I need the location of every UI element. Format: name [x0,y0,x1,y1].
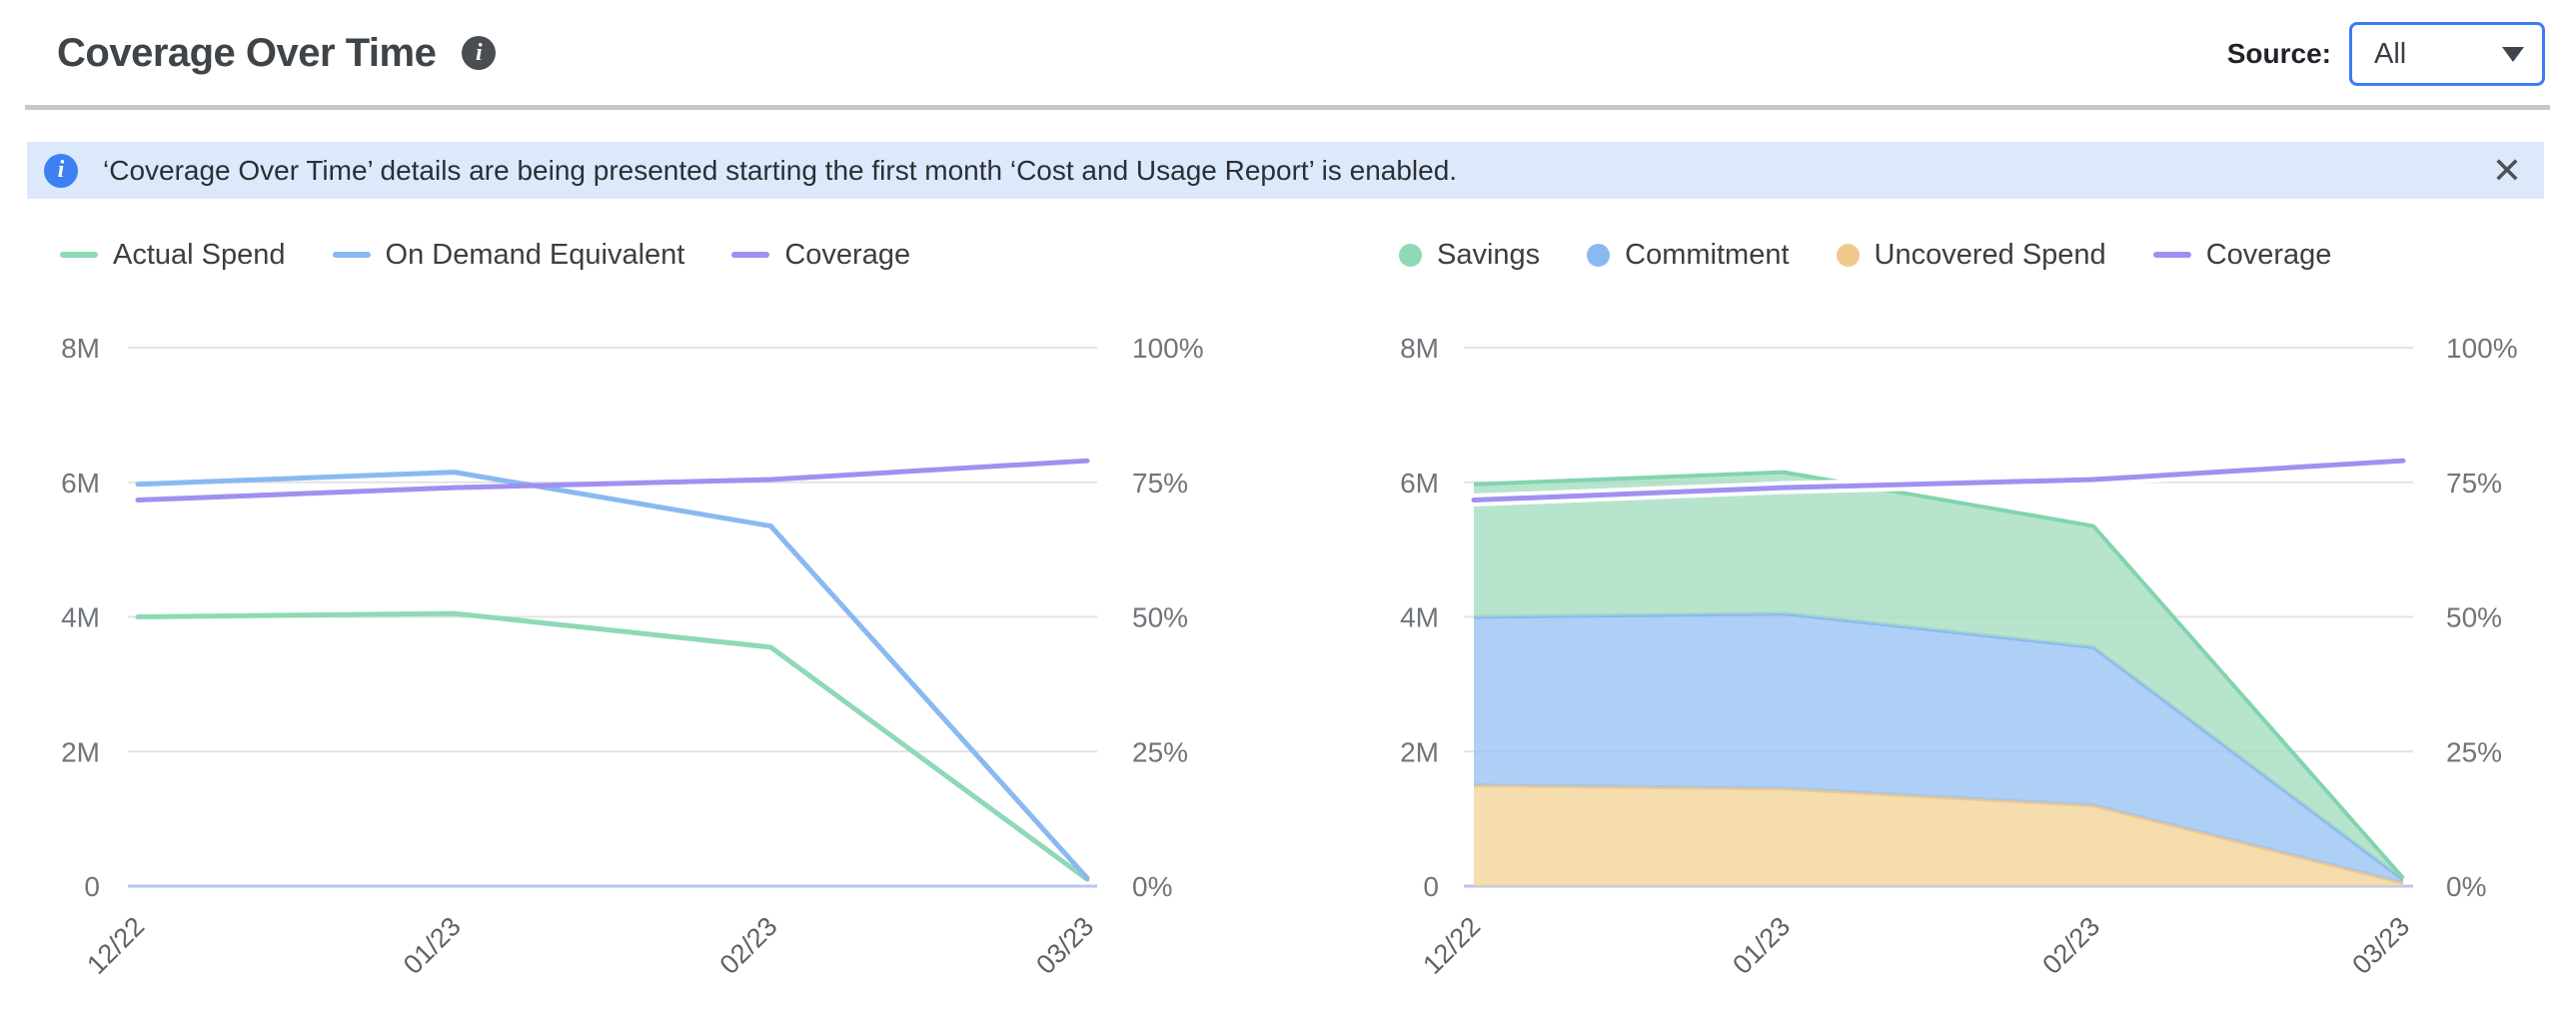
area-savings [1474,472,2403,880]
y-axis-tick-label: 8M [61,333,100,364]
info-banner: i ‘Coverage Over Time’ details are being… [27,142,2544,199]
dot-marker-icon [1399,243,1422,267]
legend-item-savings[interactable]: Savings [1399,239,1540,272]
legend-label: On Demand Equivalent [385,238,685,271]
y-axis-tick-label: 0 [1423,871,1439,902]
y-axis-tick-label: 2M [1400,736,1439,767]
series-line-coverage [135,458,1090,504]
dot-marker-icon [1836,243,1860,267]
y2-axis-tick-label: 100% [1132,333,1204,364]
y2-axis-tick-label: 75% [2446,468,2502,499]
x-axis-tick-label: 02/23 [714,911,783,980]
legend-label: Uncovered Spend [1874,238,2106,271]
close-icon: ✕ [2491,149,2522,191]
x-axis-tick-label: 01/23 [1727,911,1796,980]
line-marker-icon [60,252,98,258]
coverage-line-chart: 0 0% 2M 25% 4M 50% 6M 75% 8M 100% 12/22 01/23 02/23 0… [61,333,1204,980]
x-axis-tick-label: 03/23 [2346,911,2415,980]
source-dropdown-value: All [2374,37,2407,70]
y2-axis-tick-label: 25% [2446,736,2502,767]
y2-axis-tick-label: 50% [1132,602,1188,633]
area-commitment [1474,613,2403,883]
area-chart-legend: Savings Commitment Uncovered Spend Coverage [1399,237,2331,273]
y-axis-tick-label: 8M [1400,333,1439,364]
x-axis-tick-label: 12/22 [1417,911,1486,980]
y2-axis-tick-label: 75% [1132,468,1188,499]
legend-item-coverage[interactable]: Coverage [2152,238,2332,272]
area-edge [1473,470,2405,880]
header-divider [25,105,2550,110]
legend-item-uncovered-spend[interactable]: Uncovered Spend [1836,238,2106,272]
y2-axis-tick-label: 100% [2446,333,2518,364]
legend-item-coverage[interactable]: Coverage [731,239,910,272]
y2-axis-tick-label: 0% [2446,871,2486,902]
series-line-actual-spend [135,610,1090,882]
series-line-on-demand-equivalent [135,470,1090,881]
y-axis-tick-label: 4M [61,602,100,633]
legend-item-on-demand-equivalent[interactable]: On Demand Equivalent [332,238,685,272]
info-icon[interactable]: i [462,36,497,70]
line-marker-icon [731,252,770,258]
source-dropdown[interactable]: All [2349,22,2545,86]
x-axis-tick-label: 12/22 [81,911,150,980]
y-axis-tick-label: 6M [1400,468,1439,499]
line-marker-icon [2152,252,2191,258]
page-title: Coverage Over Time [57,30,437,75]
y2-axis-tick-label: 50% [2446,602,2502,633]
x-axis-tick-label: 01/23 [398,911,467,980]
y2-axis-tick-label: 0% [1132,871,1172,902]
legend-item-commitment[interactable]: Commitment [1587,238,1790,272]
legend-label: Coverage [784,238,911,271]
y-axis-tick-label: 0 [84,871,100,902]
series-line-coverage [1471,458,2406,504]
y-axis-tick-label: 4M [1400,602,1439,633]
legend-item-actual-spend[interactable]: Actual Spend [60,239,286,272]
y2-axis-tick-label: 25% [1132,736,1188,767]
area-uncovered-spend [1474,784,2403,886]
banner-message: ‘Coverage Over Time’ details are being p… [103,154,1458,186]
line-chart-legend: Actual Spend On Demand Equivalent Coverage [60,237,910,273]
legend-label: Coverage [2205,238,2332,271]
legend-label: Savings [1437,238,1541,271]
x-axis-tick-label: 03/23 [1030,911,1099,980]
source-label: Source: [2226,38,2331,69]
coverage-area-chart: 0 0% 2M 25% 4M 50% 6M 75% 8M 100% 12/22 01/23 02/23 0… [1400,333,2518,980]
y-axis-tick-label: 2M [61,736,100,767]
area-edge [1473,782,2404,885]
info-icon: i [44,153,78,188]
dot-marker-icon [1587,243,1611,267]
legend-label: Actual Spend [113,238,286,271]
legend-label: Commitment [1625,238,1790,271]
page-header: Coverage Over Time i Source: All [0,0,2576,106]
banner-close-button[interactable]: ✕ [2491,149,2522,191]
x-axis-tick-label: 02/23 [2036,911,2105,980]
chevron-down-icon [2502,46,2524,62]
line-marker-icon [332,252,371,258]
y-axis-tick-label: 6M [61,468,100,499]
